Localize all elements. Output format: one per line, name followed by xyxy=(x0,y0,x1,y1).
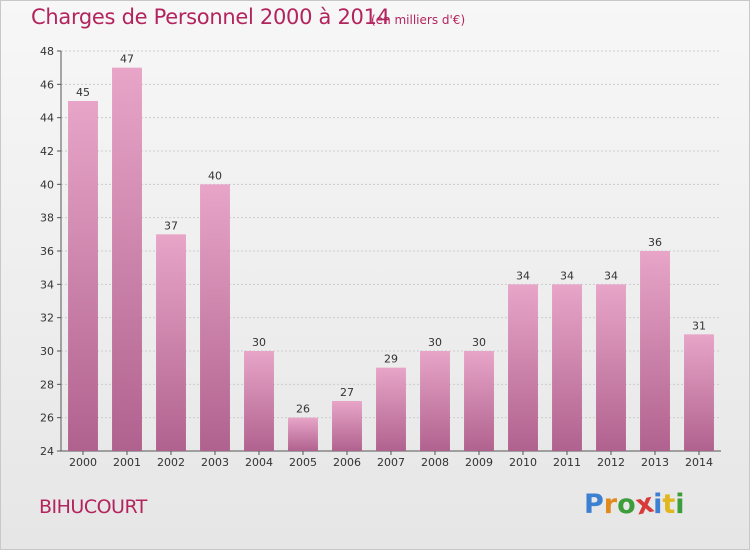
tick-labels: 24 26 28 30 32 34 36 38 40 42 44 46 48 2000 2001 2002 20… xyxy=(40,45,713,469)
bar-2001 xyxy=(112,67,142,452)
y-tick-label: 32 xyxy=(40,312,54,325)
value-label-2004: 30 xyxy=(252,336,266,349)
proxiti-logo: Proxiti xyxy=(584,488,685,522)
value-label-2006: 27 xyxy=(340,386,354,399)
bar-2005 xyxy=(288,417,318,451)
bar-2009 xyxy=(464,351,494,451)
y-tick-label: 26 xyxy=(40,412,54,425)
x-tick-label-2011: 2011 xyxy=(553,456,581,469)
x-tick-label-2002: 2002 xyxy=(157,456,185,469)
y-tick-label: 44 xyxy=(40,112,54,125)
value-label-2013: 36 xyxy=(648,236,662,249)
value-label-2000: 45 xyxy=(76,86,90,99)
x-tick-label-2000: 2000 xyxy=(69,456,97,469)
bar-2006 xyxy=(332,401,362,451)
value-label-2007: 29 xyxy=(384,353,398,366)
x-tick-label-2008: 2008 xyxy=(421,456,449,469)
x-tick-label-2001: 2001 xyxy=(113,456,141,469)
x-tick-label-2007: 2007 xyxy=(377,456,405,469)
y-tick-label: 30 xyxy=(40,345,54,358)
location-label: BIHUCOURT xyxy=(39,496,147,518)
bar-2003 xyxy=(200,184,230,452)
x-tick-label-2004: 2004 xyxy=(245,456,273,469)
y-tick-label: 46 xyxy=(40,78,54,91)
value-label-2012: 34 xyxy=(604,269,618,282)
x-tick-label-2010: 2010 xyxy=(509,456,537,469)
bar-2000 xyxy=(68,101,98,451)
value-label-2001: 47 xyxy=(120,53,134,66)
logo-letter: o xyxy=(617,489,636,520)
bar-2010 xyxy=(508,284,538,451)
value-label-2005: 26 xyxy=(296,403,310,416)
value-label-2014: 31 xyxy=(692,319,706,332)
bars xyxy=(68,67,714,452)
logo-letter: P xyxy=(584,489,604,520)
y-tick-label: 36 xyxy=(40,245,54,258)
x-tick-label-2013: 2013 xyxy=(641,456,669,469)
bar-2013 xyxy=(640,251,670,451)
bar-2012 xyxy=(596,284,626,451)
x-tick-label-2012: 2012 xyxy=(597,456,625,469)
logo-letter: r xyxy=(603,489,618,520)
value-label-2010: 34 xyxy=(516,269,530,282)
y-tick-label: 24 xyxy=(40,445,54,458)
x-tick-label-2009: 2009 xyxy=(465,456,493,469)
bar-2004 xyxy=(244,351,274,451)
bar-2002 xyxy=(156,234,186,451)
logo-letter: i xyxy=(653,489,663,520)
y-tick-label: 38 xyxy=(40,212,54,225)
bar-2011 xyxy=(552,284,582,451)
value-label-2003: 40 xyxy=(208,169,222,182)
bar-2007 xyxy=(376,367,406,451)
bar-2014 xyxy=(684,334,714,451)
value-label-2011: 34 xyxy=(560,269,574,282)
y-tick-label: 48 xyxy=(40,45,54,58)
x-tick-label-2003: 2003 xyxy=(201,456,229,469)
x-tick-label-2005: 2005 xyxy=(289,456,317,469)
x-tick-label-2006: 2006 xyxy=(333,456,361,469)
value-label-2002: 37 xyxy=(164,219,178,232)
logo-letter: i xyxy=(675,489,685,520)
x-tick-label-2014: 2014 xyxy=(685,456,713,469)
y-tick-label: 40 xyxy=(40,178,54,191)
value-label-2008: 30 xyxy=(428,336,442,349)
bar-2008 xyxy=(420,351,450,451)
y-tick-label: 28 xyxy=(40,378,54,391)
value-label-2009: 30 xyxy=(472,336,486,349)
logo-letter: t xyxy=(662,489,676,520)
value-labels: 45 47 37 40 30 26 27 29 30 30 34 34 34 36 31 xyxy=(76,53,706,416)
chart-title: Charges de Personnel 2000 à 2014 xyxy=(31,5,390,29)
y-tick-label: 34 xyxy=(40,278,54,291)
chart-subtitle: (en milliers d'€) xyxy=(371,13,466,27)
y-tick-label: 42 xyxy=(40,145,54,158)
